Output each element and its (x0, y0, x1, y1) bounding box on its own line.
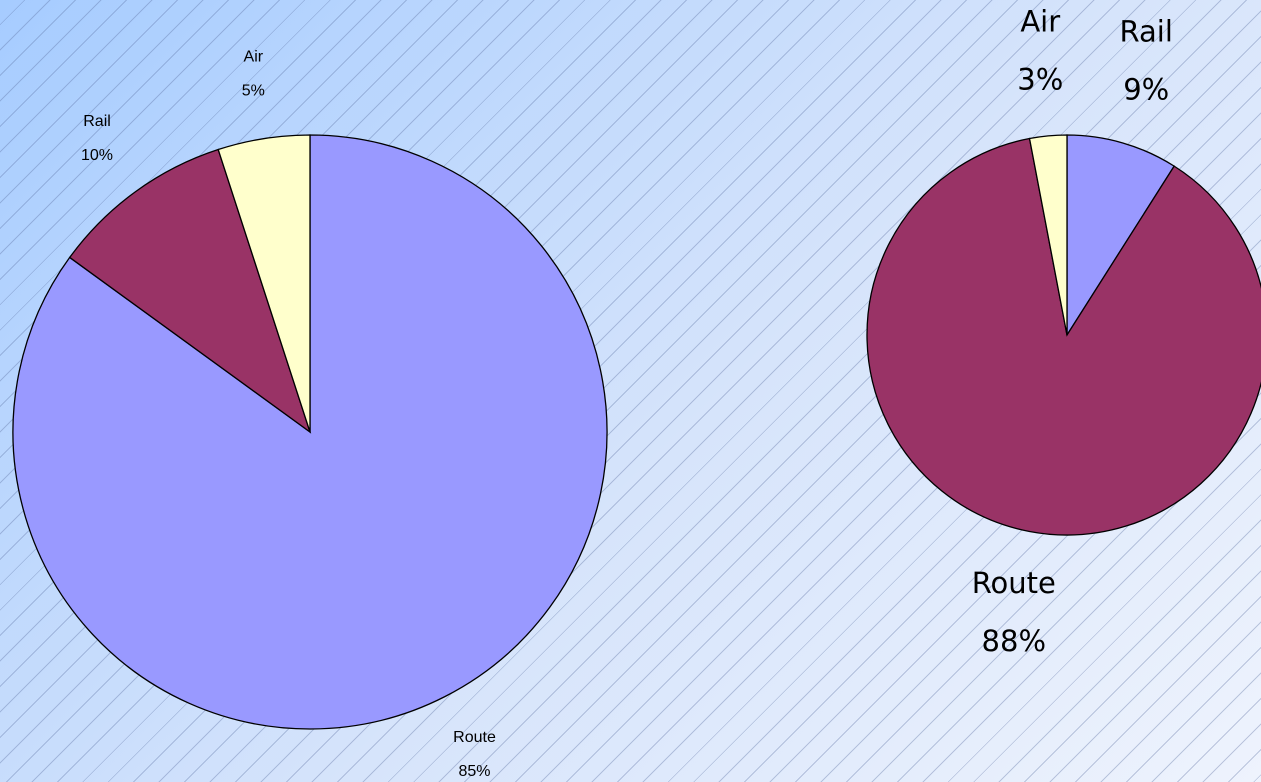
pie-slice (866, 137, 1261, 536)
slice-value-label: 88% (982, 624, 1046, 658)
slice-label: Air (244, 48, 264, 65)
pie-slice (1028, 134, 1068, 336)
slice-label: Rail (83, 113, 111, 130)
pie-slice (217, 134, 311, 433)
pie-chart: Route 85% Rail 10% Air 5% (12, 48, 608, 780)
slice-value-label: 10% (81, 147, 113, 164)
slice-value-label: 5% (242, 82, 265, 99)
slice-value-label: 3% (1017, 62, 1063, 96)
slice-label: Route (972, 566, 1056, 600)
pie-slice (68, 148, 312, 434)
pie-slice (1066, 134, 1176, 338)
slice-label: Route (453, 729, 496, 746)
slice-value-label: 9% (1123, 72, 1169, 106)
slice-label: Rail (1120, 14, 1173, 48)
slice-value-label: 85% (458, 763, 490, 780)
slice-label: Air (1020, 4, 1060, 38)
pie-chart: Rail 9% Route 88% Air 3% (866, 4, 1261, 658)
